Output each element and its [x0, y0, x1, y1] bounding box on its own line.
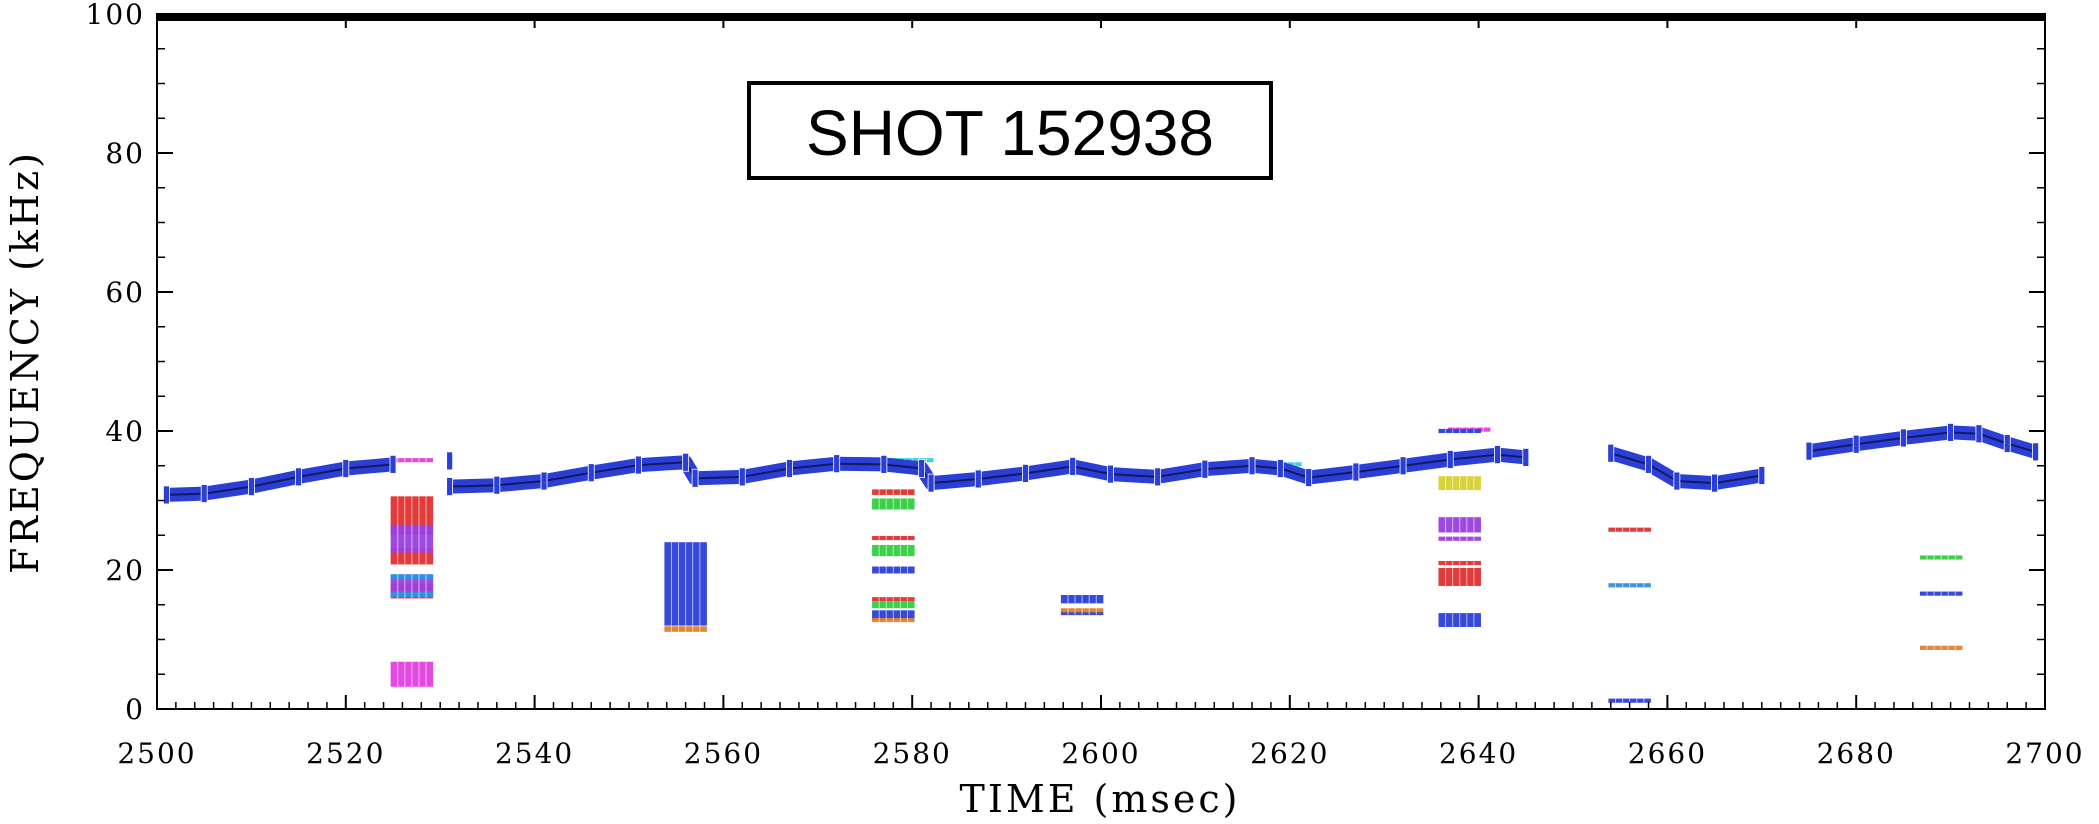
main-mode-point — [738, 467, 746, 487]
main-mode-point — [833, 454, 841, 474]
main-mode-point — [880, 454, 888, 474]
main-mode-point — [786, 459, 793, 478]
x-tick-label: 2540 — [495, 737, 574, 770]
x-tick-label: 2560 — [684, 737, 763, 770]
y-tick-label: 20 — [105, 554, 145, 587]
main-mode-point — [1276, 459, 1284, 478]
x-tick-label: 2600 — [1061, 737, 1140, 770]
y-tick-label: 0 — [125, 693, 145, 726]
main-mode-point — [1758, 466, 1766, 485]
main-mode-point — [540, 471, 548, 491]
x-tick-label: 2640 — [1439, 737, 1518, 770]
x-tick-label: 2700 — [2005, 737, 2084, 770]
y-tick-label: 40 — [105, 415, 145, 448]
main-mode-point — [493, 475, 501, 495]
y-tick-label: 100 — [86, 0, 145, 31]
main-mode-point — [163, 485, 170, 505]
main-mode-point — [974, 469, 982, 489]
main-mode-point — [691, 468, 699, 488]
main-mode-point — [1900, 428, 1907, 448]
main-mode-point — [247, 477, 255, 497]
x-tick-label: 2620 — [1250, 737, 1329, 770]
main-mode-point — [1352, 462, 1360, 482]
y-tick-label: 60 — [105, 276, 145, 309]
data-marks — [390, 427, 1963, 703]
main-mode-point — [1201, 459, 1209, 479]
main-mode-point — [1673, 471, 1681, 491]
main-mode-point — [918, 459, 926, 478]
main-mode-point — [1522, 448, 1530, 467]
main-mode-point — [635, 455, 642, 475]
main-mode-point — [2003, 434, 2011, 453]
main-mode-point — [1305, 468, 1313, 487]
main-mode-point — [1852, 434, 1860, 454]
main-mode-point — [1494, 445, 1501, 465]
main-mode-point — [1805, 441, 1813, 461]
x-tick-label: 2680 — [1817, 737, 1896, 770]
shot-annotation-box — [747, 81, 1273, 180]
main-mode-point — [1107, 464, 1114, 484]
y-axis: 0 20 40 60 80 100 — [86, 0, 2045, 726]
main-mode-point — [295, 467, 303, 487]
main-mode-track — [163, 422, 2039, 505]
main-mode-point — [200, 484, 208, 503]
main-mode-point — [1399, 456, 1407, 476]
main-mode-point — [1975, 424, 1983, 444]
x-tick-label: 2520 — [306, 737, 385, 770]
main-mode-point — [1645, 454, 1652, 474]
main-mode-point — [587, 463, 595, 483]
x-tick-label: 2580 — [873, 737, 952, 770]
main-mode-point — [1446, 450, 1454, 469]
shot-annotation-text: SHOT 152938 — [806, 97, 1214, 169]
main-mode-point — [1248, 456, 1256, 476]
shot-annotation: SHOT 152938 — [747, 81, 1273, 180]
main-mode-point — [1711, 473, 1718, 493]
main-mode-point — [446, 477, 454, 497]
main-mode-point — [2032, 442, 2039, 462]
main-mode-point — [446, 451, 454, 471]
main-mode-point — [342, 459, 350, 478]
main-mode-point — [1947, 422, 1954, 442]
x-axis: 2500 2520 2540 2560 2580 2600 2620 2640 2660 2680… — [117, 14, 2084, 770]
x-tick-label: 2660 — [1628, 737, 1707, 770]
x-tick-label: 2500 — [117, 737, 196, 770]
y-tick-label: 80 — [105, 137, 145, 170]
main-mode-point — [389, 454, 397, 474]
main-mode-point — [1154, 467, 1162, 487]
main-mode-point — [1607, 443, 1615, 463]
main-mode-point — [1069, 457, 1077, 476]
x-axis-title: TIME (msec) — [959, 777, 1240, 821]
main-mode-point — [927, 473, 935, 493]
main-mode-point — [682, 452, 690, 472]
main-mode-point — [1022, 463, 1029, 483]
y-axis-title: FREQUENCY (kHz) — [3, 150, 47, 574]
